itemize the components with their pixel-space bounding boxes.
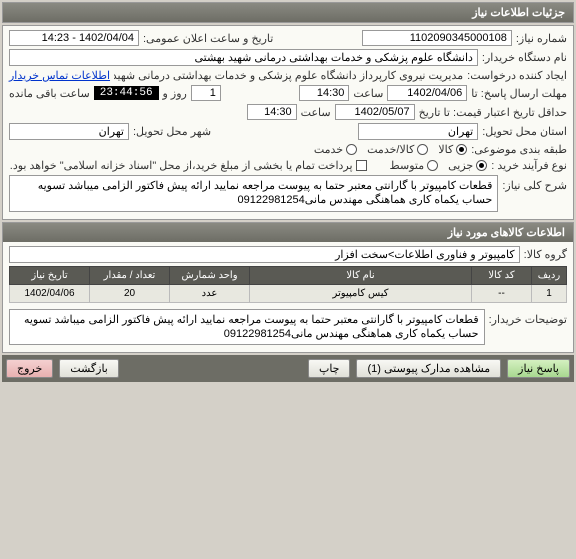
- announce-label: تاریخ و ساعت اعلان عمومی:: [143, 32, 273, 45]
- validity-date-field: 1402/05/07: [335, 104, 415, 120]
- need-number-label: شماره نیاز:: [516, 32, 567, 45]
- announce-field: 1402/04/04 - 14:23: [9, 30, 139, 46]
- need-number-field: 1102090345000108: [362, 30, 512, 46]
- deadline-label: مهلت ارسال پاسخ: تا: [471, 87, 567, 100]
- radio-icon: [456, 144, 467, 155]
- radio-service[interactable]: کالا/خدمت: [367, 143, 428, 156]
- goods-table: ردیف کد کالا نام کالا واحد شمارش تعداد /…: [9, 266, 567, 303]
- days-field: 1: [191, 85, 221, 101]
- validity-time-field: 14:30: [247, 104, 297, 120]
- col-name: نام کالا: [250, 266, 472, 284]
- radio-icon: [417, 144, 428, 155]
- process-label: نوع فرآیند خرید :: [491, 159, 567, 172]
- cell-name: کیس کامپیوتر: [250, 284, 472, 302]
- radio-goods-label: کالا: [438, 143, 453, 156]
- creator-value: مدیریت نیروی کارپرداز دانشگاه علوم پزشکی…: [114, 69, 463, 82]
- province-field: تهران: [358, 123, 478, 140]
- page-title: جزئیات اطلاعات نیاز: [3, 3, 573, 22]
- radio-small[interactable]: جزیی: [448, 159, 487, 172]
- goods-title: اطلاعات کالاهای مورد نیاز: [3, 223, 573, 242]
- radio-icon: [427, 160, 438, 171]
- notes-textarea: قطعات کامپیوتر با گارانتی معتبر حتما به …: [9, 309, 485, 346]
- radio-maint[interactable]: خدمت: [314, 143, 357, 156]
- radio-service-label: کالا/خدمت: [367, 143, 414, 156]
- notes-label: توضیحات خریدار:: [489, 309, 567, 326]
- exit-button[interactable]: خروج: [6, 359, 53, 378]
- day-label: روز و: [163, 87, 187, 100]
- contact-link[interactable]: اطلاعات تماس خریدار: [9, 69, 110, 82]
- group-label: گروه کالا:: [524, 248, 567, 261]
- radio-icon: [476, 160, 487, 171]
- cell-qty: 20: [90, 284, 170, 302]
- col-code: کد کالا: [472, 266, 532, 284]
- desc-textarea: قطعات کامپیوتر با گارانتی معتبر حتما به …: [9, 175, 498, 212]
- radio-medium[interactable]: متوسط: [390, 159, 439, 172]
- validity-label: حداقل تاریخ اعتبار قیمت: تا تاریخ: [419, 106, 567, 119]
- time-label-2: ساعت: [301, 106, 331, 119]
- cell-unit: عدد: [170, 284, 250, 302]
- radio-medium-label: متوسط: [390, 159, 425, 172]
- checkbox-icon: [356, 160, 367, 171]
- col-qty: تعداد / مقدار: [90, 266, 170, 284]
- table-header-row: ردیف کد کالا نام کالا واحد شمارش تعداد /…: [10, 266, 567, 284]
- class-label: طبقه بندی موضوعی:: [471, 143, 567, 156]
- check-partial-label: پرداخت تمام یا بخشی از مبلغ خرید،از محل …: [10, 159, 353, 172]
- check-partial[interactable]: پرداخت تمام یا بخشی از مبلغ خرید،از محل …: [10, 159, 367, 172]
- deadline-date-field: 1402/04/06: [387, 85, 467, 101]
- attachments-button[interactable]: مشاهده مدارک پیوستی (1): [356, 359, 501, 378]
- desc-label: شرح کلی نیاز:: [502, 175, 567, 192]
- footer-toolbar: پاسخ نیاز مشاهده مدارک پیوستی (1) چاپ با…: [2, 355, 574, 382]
- back-button[interactable]: بازگشت: [59, 359, 119, 378]
- col-unit: واحد شمارش: [170, 266, 250, 284]
- remaining-label: ساعت باقی مانده: [9, 87, 90, 100]
- city-label: شهر محل تحویل:: [133, 125, 211, 138]
- radio-small-label: جزیی: [448, 159, 473, 172]
- province-label: استان محل تحویل:: [482, 125, 567, 138]
- radio-icon: [346, 144, 357, 155]
- creator-label: ایجاد کننده درخواست:: [467, 69, 567, 82]
- radio-goods[interactable]: کالا: [438, 143, 467, 156]
- cell-row: 1: [532, 284, 567, 302]
- col-row: ردیف: [532, 266, 567, 284]
- cell-date: 1402/04/06: [10, 284, 90, 302]
- buyer-field: دانشگاه علوم پزشکی و خدمات بهداشتی درمان…: [9, 49, 478, 66]
- countdown-timer: 23:44:56: [94, 86, 159, 100]
- time-label-1: ساعت: [353, 87, 383, 100]
- print-button[interactable]: چاپ: [308, 359, 351, 378]
- group-field: کامپیوتر و فناوری اطلاعات>سخت افزار: [9, 246, 520, 263]
- city-field: تهران: [9, 123, 129, 140]
- radio-maint-label: خدمت: [314, 143, 343, 156]
- deadline-time-field: 14:30: [299, 85, 349, 101]
- table-row[interactable]: 1 -- کیس کامپیوتر عدد 20 1402/04/06: [10, 284, 567, 302]
- buyer-label: نام دستگاه خریدار:: [482, 51, 567, 64]
- respond-button[interactable]: پاسخ نیاز: [507, 359, 570, 378]
- col-date: تاریخ نیاز: [10, 266, 90, 284]
- cell-code: --: [472, 284, 532, 302]
